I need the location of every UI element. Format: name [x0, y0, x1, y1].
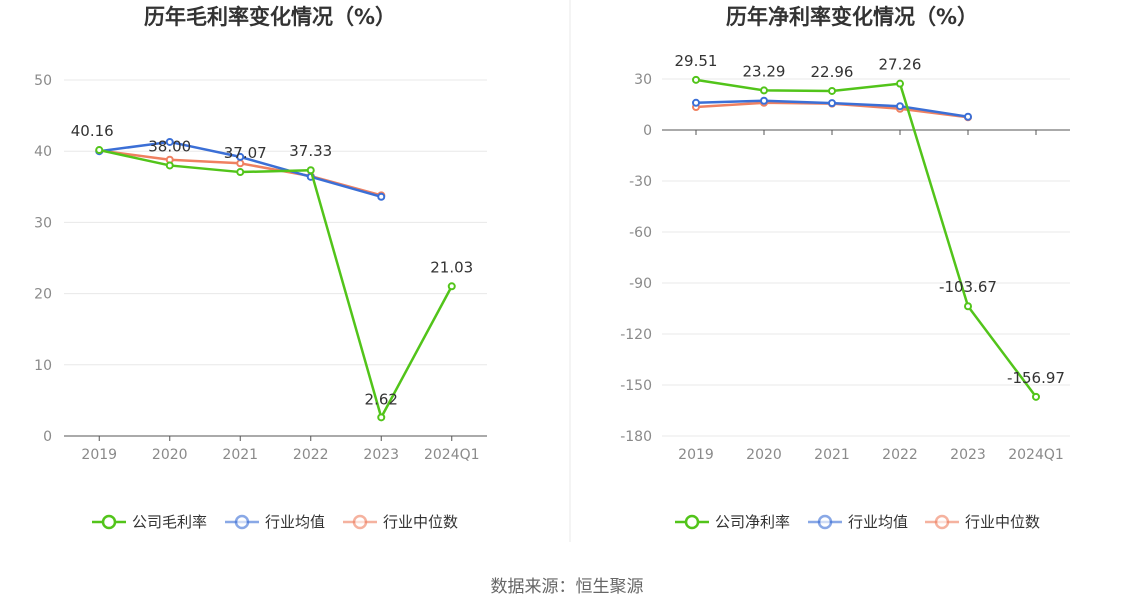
- x-tick-label: 2020: [746, 447, 782, 463]
- x-tick-label: 2021: [814, 447, 850, 463]
- legend-swatch-marker: [352, 514, 368, 530]
- data-point: [447, 282, 456, 291]
- x-tick-label: 2020: [152, 447, 188, 463]
- legend-item-2: 行业中位数: [343, 513, 458, 531]
- data-point: [165, 161, 174, 170]
- x-tick-label: 2022: [293, 447, 329, 463]
- data-point: [236, 152, 245, 161]
- data-label: -103.67: [939, 278, 997, 296]
- legend-item-1: 行业均值: [808, 513, 908, 531]
- y-tick-label: 50: [34, 73, 52, 89]
- data-point: [828, 99, 836, 108]
- y-tick-label: -60: [629, 225, 652, 241]
- legend-swatch-marker: [234, 514, 250, 530]
- x-tick-label: 2022: [882, 447, 918, 463]
- data-point: [377, 192, 386, 201]
- legend-swatch-marker: [934, 514, 950, 530]
- legend-swatch-marker: [817, 514, 833, 530]
- data-point: [760, 86, 768, 95]
- x-tick-label: 2019: [81, 447, 117, 463]
- data-point: [692, 98, 700, 107]
- data-point: [896, 79, 904, 88]
- y-tick-label: 0: [643, 123, 652, 139]
- chart-title: 历年毛利率变化情况（%）: [144, 5, 396, 29]
- data-point: [896, 102, 904, 111]
- y-tick-label: -180: [620, 429, 652, 445]
- legend-label: 公司毛利率: [132, 513, 207, 531]
- data-label: 2.62: [365, 390, 398, 408]
- y-tick-label: 30: [634, 72, 652, 88]
- data-point: [306, 166, 315, 175]
- x-tick-label: 2024Q1: [424, 447, 480, 463]
- data-label: 27.26: [879, 56, 922, 74]
- data-point: [760, 96, 768, 105]
- x-tick-label: 2024Q1: [1008, 447, 1064, 463]
- legend-swatch-marker: [101, 514, 117, 530]
- data-point: [964, 302, 972, 311]
- data-label: 21.03: [430, 258, 473, 276]
- legend-item-1: 行业均值: [225, 513, 325, 531]
- data-point: [692, 75, 700, 84]
- data-label: 40.16: [71, 122, 114, 140]
- data-label: 22.96: [811, 63, 854, 81]
- legend-label: 行业均值: [848, 513, 908, 531]
- series-line-0: [695, 78, 1037, 398]
- legend-label: 行业中位数: [965, 513, 1040, 531]
- data-point: [377, 413, 386, 422]
- legend-item-2: 行业中位数: [925, 513, 1040, 531]
- y-tick-label: -30: [629, 174, 652, 190]
- legend-swatch-marker: [684, 514, 700, 530]
- data-label: 38.00: [148, 137, 191, 155]
- legend-label: 公司净利率: [715, 513, 790, 531]
- chart-panel-0: 历年毛利率变化情况（%） 0 10 20 30 40 50 2019 2020 2021 2022 2…: [34, 5, 487, 531]
- series-line-0: [98, 148, 453, 419]
- data-label: 37.33: [289, 142, 332, 160]
- x-tick-label: 2021: [222, 447, 258, 463]
- y-tick-label: 40: [34, 144, 52, 160]
- data-label: 23.29: [743, 62, 786, 80]
- y-tick-label: 10: [34, 358, 52, 374]
- x-tick-label: 2023: [950, 447, 986, 463]
- y-tick-label: 30: [34, 215, 52, 231]
- data-point: [964, 112, 972, 121]
- legend-item-0: 公司净利率: [675, 513, 790, 531]
- chart-panel-1: 历年净利率变化情况（%） 30 0 -30 -60 -90 -120 -150 -180 2019…: [620, 5, 1070, 531]
- x-tick-label: 2019: [678, 447, 714, 463]
- y-tick-label: -150: [620, 378, 652, 394]
- y-tick-label: -90: [629, 276, 652, 292]
- data-label: -156.97: [1007, 369, 1065, 387]
- chart-title: 历年净利率变化情况（%）: [726, 5, 978, 29]
- data-label: 37.07: [224, 144, 267, 162]
- legend-item-0: 公司毛利率: [92, 513, 207, 531]
- y-tick-label: 0: [43, 429, 52, 445]
- data-source-footer: 数据来源：恒生聚源: [491, 577, 644, 597]
- data-point: [1032, 392, 1040, 401]
- y-tick-label: 20: [34, 287, 52, 303]
- data-label: 29.51: [675, 52, 718, 70]
- x-tick-label: 2023: [363, 447, 399, 463]
- legend-label: 行业均值: [265, 513, 325, 531]
- y-tick-label: -120: [620, 327, 652, 343]
- data-point: [165, 137, 174, 146]
- data-point: [828, 86, 836, 95]
- legend-label: 行业中位数: [383, 513, 458, 531]
- data-point: [236, 168, 245, 177]
- data-point: [95, 146, 104, 155]
